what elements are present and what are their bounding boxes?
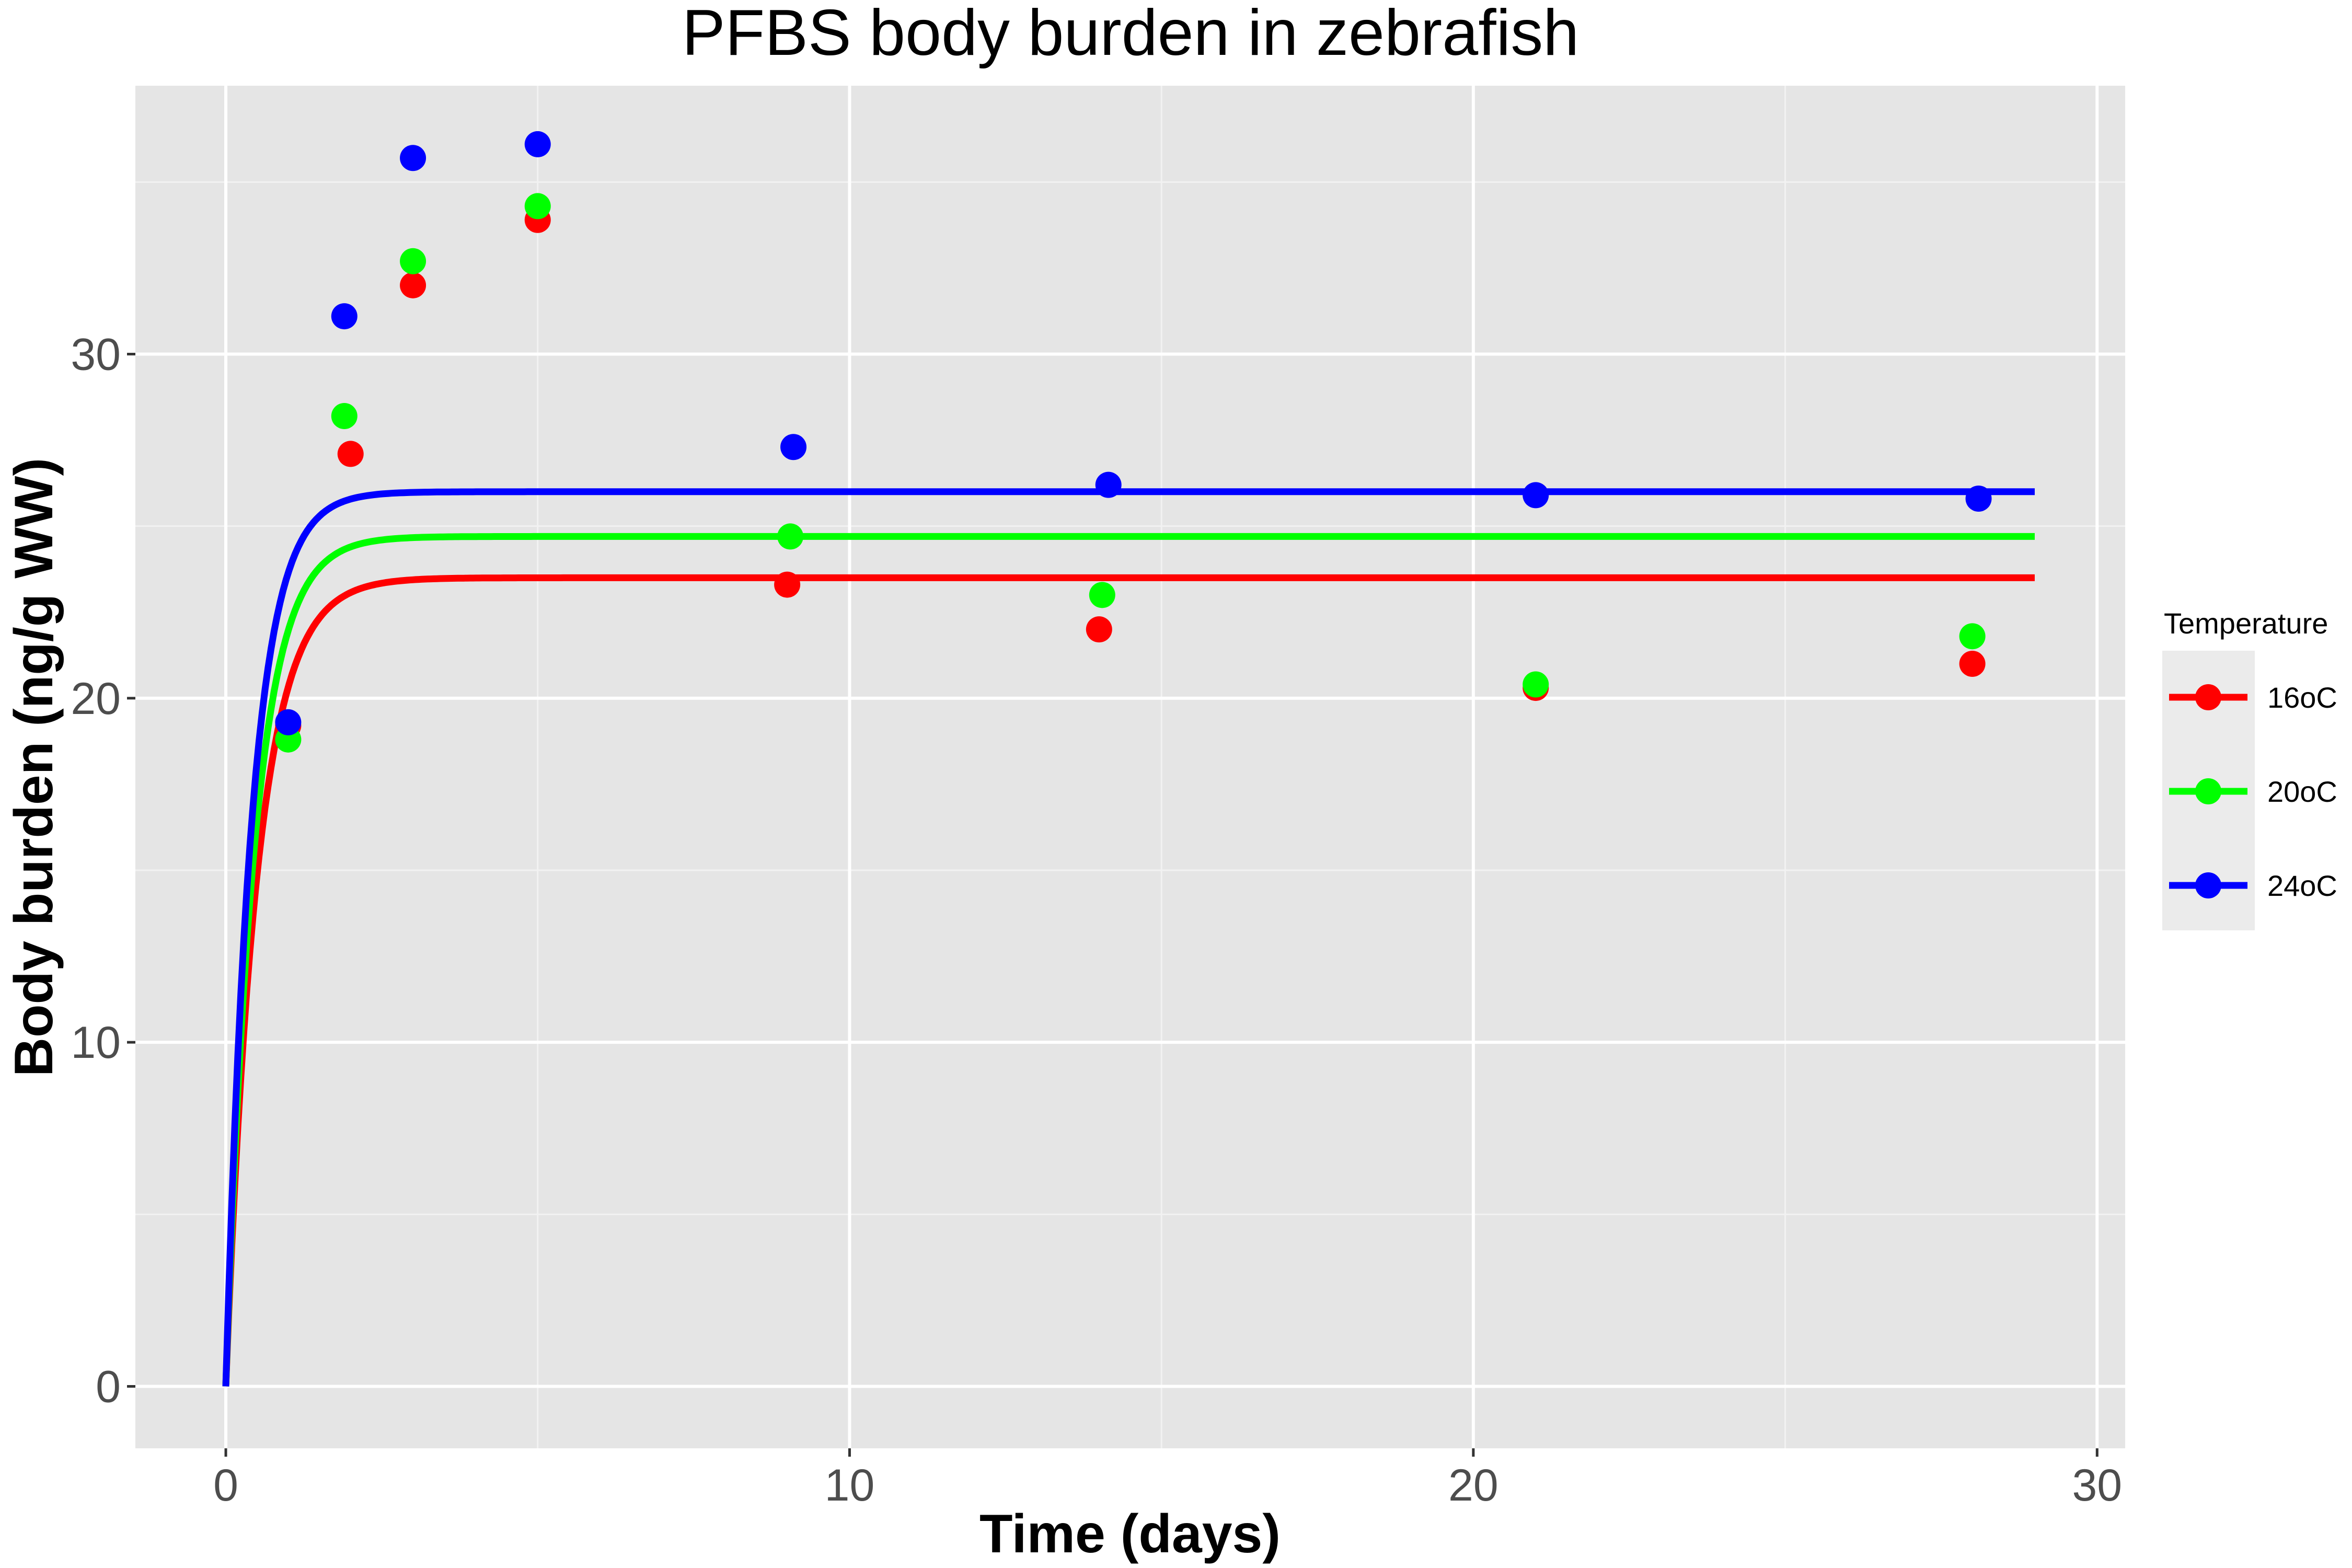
data-point-24oC: [1095, 471, 1122, 498]
y-tick-label: 0: [96, 1362, 121, 1412]
grid-lines: [135, 86, 2125, 1448]
data-point-20oC: [524, 193, 551, 220]
y-axis-title: Body burden (ng/g WW): [4, 458, 64, 1077]
data-point-16oC: [400, 272, 426, 298]
x-tick-label: 10: [825, 1460, 875, 1511]
y-tick-label: 30: [71, 330, 121, 380]
y-tick-label: 10: [71, 1018, 121, 1068]
data-point-16oC: [1086, 616, 1112, 643]
legend-label: 16oC: [2267, 681, 2337, 714]
data-point-24oC: [780, 434, 807, 460]
data-point-20oC: [1959, 623, 1986, 650]
legend-label: 24oC: [2267, 869, 2337, 902]
data-point-16oC: [774, 571, 801, 598]
y-tick-label: 20: [71, 674, 121, 724]
data-point-24oC: [275, 709, 302, 735]
data-point-20oC: [331, 403, 358, 429]
data-point-24oC: [1965, 486, 1992, 512]
legend-key-point: [2195, 778, 2221, 804]
legend-items: 16oC 20oC 24oC: [2169, 681, 2337, 902]
legend: Temperature 16oC 20oC 24oC: [2162, 607, 2337, 930]
plot-panel: [135, 86, 2125, 1448]
legend-label: 20oC: [2267, 775, 2337, 808]
legend-key-point: [2195, 684, 2221, 710]
data-point-24oC: [331, 303, 358, 330]
data-point-20oC: [777, 523, 804, 550]
fit-curve-20oC: [222, 533, 2035, 1387]
axis-ticks: 0 10 20 30 0 10 20 30: [71, 330, 2122, 1511]
x-axis-title: Time (days): [979, 1504, 1281, 1564]
fit-curve-24oC: [222, 488, 2035, 1387]
data-point-16oC: [1959, 651, 1986, 677]
chart-title: PFBS body burden in zebrafish: [682, 0, 1579, 69]
data-point-16oC: [337, 441, 364, 467]
data-point-24oC: [1523, 482, 1549, 509]
data-point-20oC: [1523, 671, 1549, 698]
legend-key-point: [2195, 872, 2221, 898]
fit-curve-16oC: [222, 574, 2035, 1387]
x-tick-label: 0: [213, 1460, 238, 1511]
data-point-24oC: [524, 131, 551, 157]
data-point-20oC: [1089, 582, 1115, 608]
x-tick-label: 20: [1448, 1460, 1498, 1511]
data-point-20oC: [400, 248, 426, 274]
data-point-24oC: [400, 145, 426, 171]
x-tick-label: 30: [2072, 1460, 2122, 1511]
data-points: [275, 131, 1992, 753]
fit-curves: [222, 488, 2035, 1387]
legend-title: Temperature: [2164, 607, 2328, 640]
